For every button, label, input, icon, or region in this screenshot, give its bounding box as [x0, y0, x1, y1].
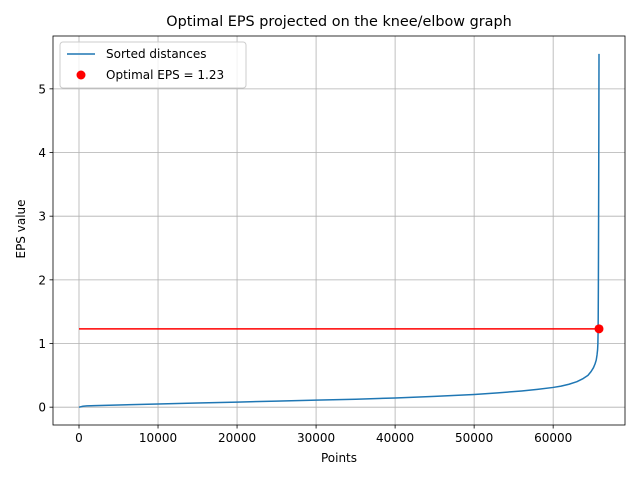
- y-tick-label: 1: [38, 337, 46, 351]
- y-axis-label: EPS value: [14, 199, 28, 258]
- y-tick-label: 0: [38, 401, 46, 415]
- x-tick-label: 50000: [455, 431, 493, 445]
- y-tick-label: 3: [38, 210, 46, 224]
- y-tick-label: 5: [38, 82, 46, 96]
- chart-title: Optimal EPS projected on the knee/elbow …: [166, 14, 511, 30]
- x-tick-label: 10000: [139, 431, 177, 445]
- legend-label-optimal-eps: Optimal EPS = 1.23: [106, 68, 224, 82]
- y-tick-label: 4: [38, 146, 46, 160]
- plot-area: 0 10000 20000 30000 40000 50000 60000 0 1 2 3 4 5 Sor…: [38, 35, 626, 445]
- x-tick-label: 60000: [534, 431, 572, 445]
- legend-label-sorted-distances: Sorted distances: [106, 47, 207, 61]
- axes-frame: [52, 35, 626, 426]
- x-tick-label: 0: [75, 431, 83, 445]
- sorted-distances-line: [78, 53, 600, 408]
- x-tick-label: 20000: [218, 431, 256, 445]
- optimal-eps-point: [594, 324, 604, 334]
- x-axis-label: Points: [321, 451, 357, 465]
- x-tick-label: 40000: [376, 431, 414, 445]
- legend-marker-swatch: [76, 70, 86, 80]
- y-tick-label: 2: [38, 273, 46, 287]
- x-tick-label: 30000: [297, 431, 335, 445]
- legend-box: [59, 41, 247, 89]
